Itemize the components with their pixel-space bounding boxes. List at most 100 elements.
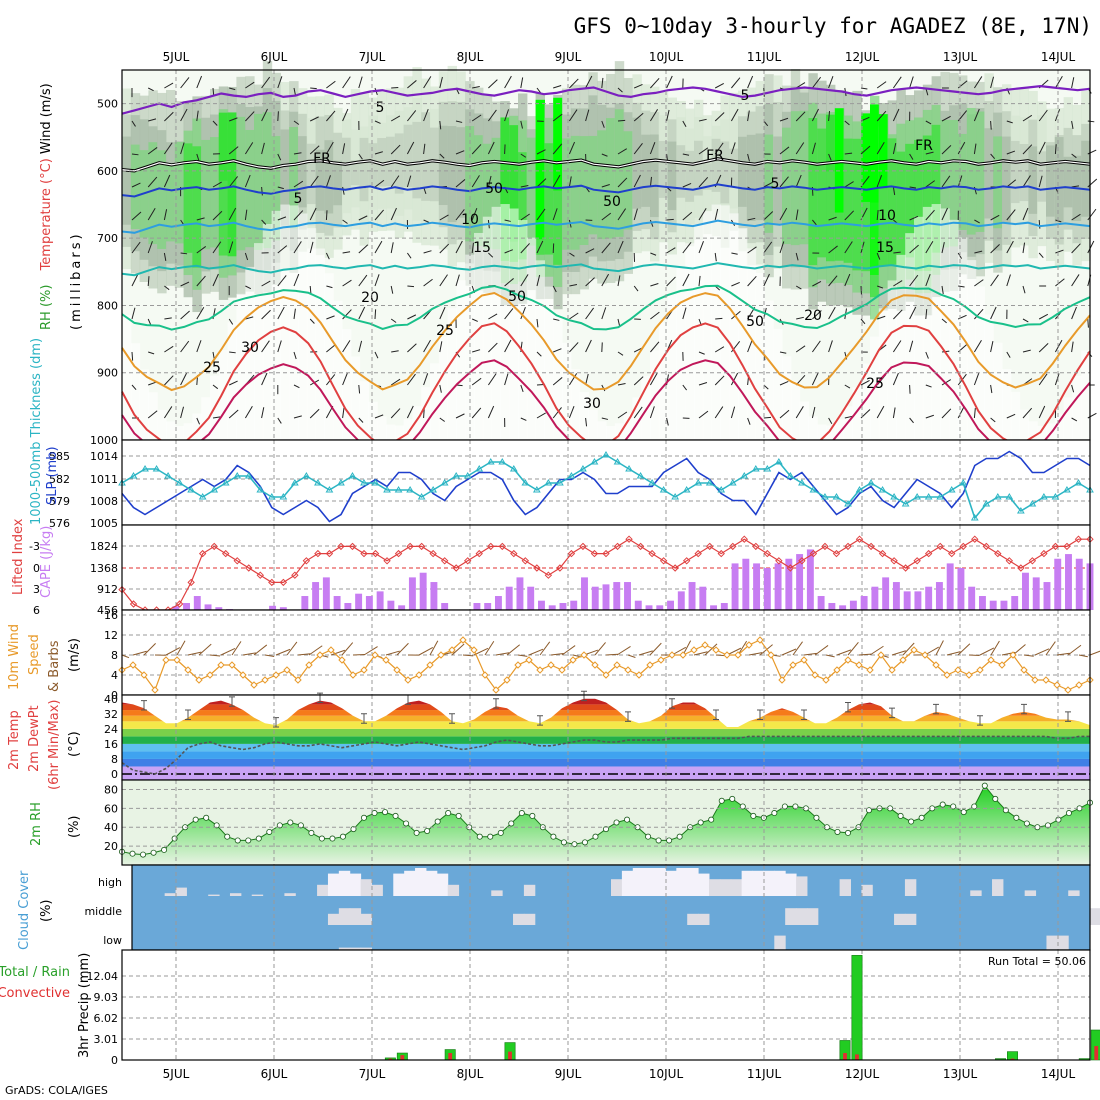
wind-barb bbox=[990, 384, 993, 394]
wind-barb bbox=[261, 407, 265, 419]
lifted-index-marker bbox=[256, 571, 264, 579]
wind-barb bbox=[471, 175, 480, 188]
temp2m-label: 2m Temp bbox=[7, 710, 22, 770]
lifted-index-marker bbox=[625, 535, 633, 543]
wind-barb bbox=[342, 251, 351, 254]
wind-barb bbox=[825, 654, 835, 658]
thickness-marker bbox=[233, 472, 242, 479]
wind-speed-marker bbox=[602, 671, 610, 679]
wind-barb bbox=[385, 650, 400, 656]
cloud-cell bbox=[208, 894, 220, 896]
thickness-marker bbox=[337, 479, 345, 486]
rh-cell bbox=[623, 131, 633, 230]
wind-barb bbox=[698, 275, 701, 287]
thickness-marker bbox=[878, 486, 887, 493]
cape-bar bbox=[892, 582, 900, 610]
rh-cell-dry bbox=[711, 204, 721, 500]
rh-marker bbox=[960, 809, 967, 816]
cloud-cell bbox=[904, 913, 917, 925]
cloud-cell bbox=[763, 870, 775, 896]
wind-barb bbox=[946, 651, 961, 656]
wind-barb bbox=[795, 252, 799, 261]
date-label-top: 6JUL bbox=[261, 50, 288, 64]
rh-marker bbox=[718, 797, 725, 804]
rh-cell-dry bbox=[210, 375, 220, 500]
wind-barb bbox=[212, 210, 223, 221]
wind-barb bbox=[1071, 341, 1074, 353]
cape-label: CAPE (J/kg) bbox=[39, 526, 54, 598]
isotherm-5 bbox=[121, 183, 1091, 198]
rh-cell bbox=[306, 143, 317, 205]
wind-barb bbox=[958, 285, 965, 288]
date-label-bottom: 6JUL bbox=[261, 1067, 288, 1081]
wind-barb bbox=[374, 351, 379, 359]
wind-barb bbox=[876, 175, 883, 188]
wind-barb bbox=[326, 285, 333, 289]
rh-cell-moist bbox=[870, 104, 880, 203]
cloud-cell bbox=[741, 870, 754, 896]
wind-barb bbox=[814, 645, 829, 656]
wind-barb bbox=[390, 175, 400, 188]
wind-barb bbox=[601, 273, 610, 287]
cape-bar bbox=[215, 607, 223, 610]
rh-cell bbox=[817, 128, 827, 258]
lifted-index-marker bbox=[222, 549, 230, 558]
wind-speed-marker bbox=[767, 651, 775, 659]
rh-cell bbox=[359, 137, 369, 202]
y-tick-label: 0 bbox=[111, 768, 118, 781]
wind-barb bbox=[828, 306, 836, 320]
wind-barb bbox=[390, 318, 397, 323]
y-tick-label: 500 bbox=[97, 98, 118, 111]
wind-speed-marker bbox=[910, 646, 918, 654]
freezing-level-inner bbox=[121, 158, 1091, 172]
y-tick-label: 4 bbox=[111, 669, 118, 682]
rh-cell bbox=[218, 133, 229, 256]
cloud-cell bbox=[785, 908, 797, 925]
cape-bar bbox=[441, 603, 449, 610]
wind-barb bbox=[553, 348, 562, 353]
wind-barbs-label: & Barbs bbox=[47, 640, 62, 692]
date-label-top: 7JUL bbox=[359, 50, 386, 64]
cloud-cell bbox=[371, 884, 383, 896]
wind-barb bbox=[844, 384, 851, 389]
rh-cell-dry bbox=[122, 315, 132, 500]
wind-barb bbox=[844, 210, 855, 221]
rh-cell bbox=[447, 126, 457, 223]
contour-label: 15 bbox=[876, 240, 894, 256]
wind-barb bbox=[439, 76, 443, 89]
cape-bar bbox=[978, 596, 986, 610]
rh-marker bbox=[350, 826, 357, 833]
cloud-cell bbox=[719, 879, 732, 896]
wind-barb bbox=[763, 384, 769, 390]
minmax-bar bbox=[581, 690, 587, 702]
cape-bar bbox=[699, 586, 707, 610]
rh-cell-moist bbox=[227, 112, 237, 257]
date-label-bottom: 7JUL bbox=[359, 1067, 386, 1081]
rh-cell-dry bbox=[764, 300, 774, 500]
y-tick-label: 800 bbox=[97, 299, 118, 312]
wind-barb bbox=[617, 411, 628, 419]
rh-cell bbox=[958, 133, 968, 230]
wind-speed-marker bbox=[1042, 676, 1050, 684]
wind-barb bbox=[909, 244, 919, 254]
contour-label: 10 bbox=[878, 208, 896, 224]
wind-barb bbox=[165, 647, 181, 656]
wind-barb bbox=[877, 285, 884, 289]
wind-barb bbox=[617, 275, 621, 287]
wind-barb bbox=[698, 176, 709, 188]
wind-barb bbox=[390, 207, 397, 221]
panel-labels: RH (%) Temperature (°C) Wind (m/s) (mill… bbox=[0, 83, 1086, 1058]
wind-barb bbox=[286, 641, 298, 656]
thickness-marker bbox=[855, 486, 864, 493]
wind-speed-marker bbox=[723, 651, 731, 659]
rh-cell-dry bbox=[720, 205, 730, 500]
cape-bar bbox=[484, 603, 492, 610]
wind-barb bbox=[902, 642, 915, 656]
wind-barb bbox=[860, 241, 865, 254]
wind-barb bbox=[325, 210, 328, 221]
rh-cell-dry bbox=[746, 248, 757, 500]
wind-barb bbox=[180, 77, 190, 89]
rh-cell-dry bbox=[509, 208, 519, 500]
rh-marker bbox=[445, 810, 452, 817]
rh-cell-dry bbox=[887, 280, 897, 500]
